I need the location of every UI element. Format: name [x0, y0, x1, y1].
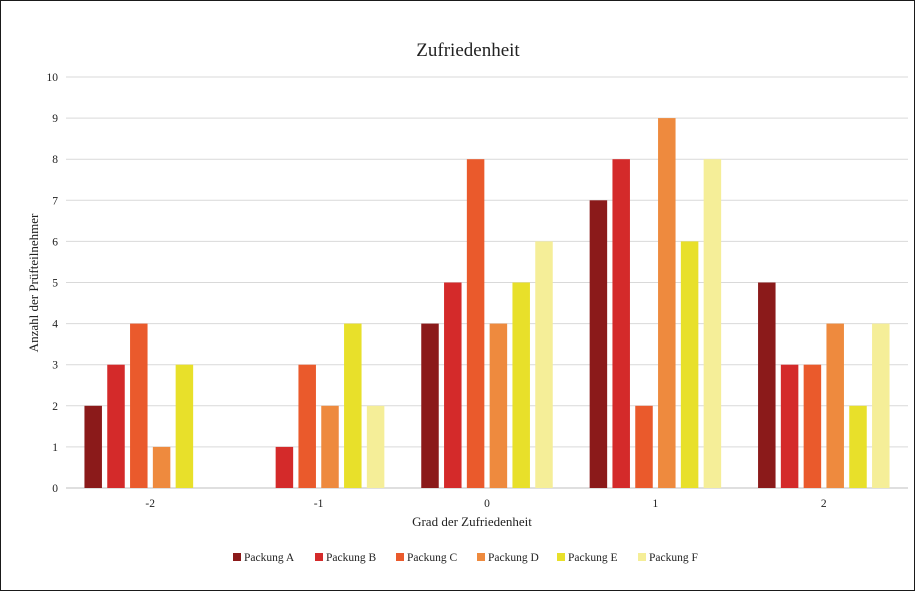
bar: [803, 364, 822, 488]
legend-label: Packung B: [326, 552, 376, 564]
bar: [826, 323, 844, 488]
bar: [466, 159, 485, 488]
y-tick-label: 0: [52, 483, 58, 495]
bar: [489, 323, 508, 488]
y-axis-label: Anzahl der Prüfteilnehmer: [26, 213, 41, 352]
legend-label: Packung E: [568, 552, 618, 564]
y-tick-label: 10: [47, 72, 59, 84]
legend-swatch: [638, 553, 646, 561]
x-axis-label: Grad der Zufriedenheit: [412, 514, 532, 529]
bar: [298, 364, 316, 488]
y-tick-label: 3: [52, 360, 58, 372]
bar: [275, 446, 294, 488]
y-tick-label: 6: [52, 236, 58, 248]
bar: [612, 159, 630, 488]
legend-label: Packung A: [244, 552, 295, 564]
bar: [658, 118, 676, 488]
y-tick-label: 2: [52, 401, 58, 413]
bar: [780, 364, 799, 488]
bar: [152, 446, 171, 488]
bar: [703, 159, 722, 488]
bar: [872, 323, 890, 488]
legend-label: Packung C: [407, 552, 457, 564]
bar: [421, 323, 439, 488]
y-tick-label: 1: [52, 442, 58, 454]
x-tick-label: 1: [653, 498, 659, 510]
y-tick-label: 4: [52, 319, 58, 331]
x-tick-label: 2: [821, 498, 827, 510]
bar: [321, 405, 339, 488]
legend-swatch: [477, 553, 485, 561]
bar: [589, 200, 608, 489]
bar: [635, 405, 653, 488]
y-tick-label: 5: [52, 278, 58, 290]
legend-label: Packung D: [488, 552, 539, 564]
legend: Packung A Packung B Packung C Packung D Pack…: [233, 552, 698, 564]
bars: [84, 118, 890, 489]
y-tick-label: 7: [52, 195, 58, 207]
bar: [107, 364, 125, 488]
legend-label: Packung F: [649, 552, 698, 564]
bar: [344, 323, 362, 488]
bar: [84, 405, 102, 488]
x-tick-label: 0: [484, 498, 490, 510]
bar: [535, 241, 553, 488]
y-tick-labels: 0 1 2 3 4 5 6 7 8 9 10: [47, 72, 59, 495]
x-tick-label: -2: [145, 498, 155, 510]
y-tick-label: 8: [52, 154, 58, 166]
bar: [512, 282, 530, 488]
bar: [849, 405, 867, 488]
bar: [366, 405, 385, 488]
legend-swatch: [233, 553, 241, 561]
legend-swatch: [396, 553, 404, 561]
x-tick-labels: -2 -1 0 1 2: [145, 498, 827, 510]
bar: [680, 241, 699, 488]
bar: [444, 282, 462, 488]
bar: [175, 364, 194, 488]
legend-swatch: [557, 553, 565, 561]
y-tick-label: 9: [52, 113, 58, 125]
bar: [758, 282, 776, 488]
bar: [130, 323, 148, 488]
chart-title: Zufriedenheit: [416, 40, 520, 61]
legend-swatch: [315, 553, 323, 561]
x-tick-label: -1: [314, 498, 324, 510]
